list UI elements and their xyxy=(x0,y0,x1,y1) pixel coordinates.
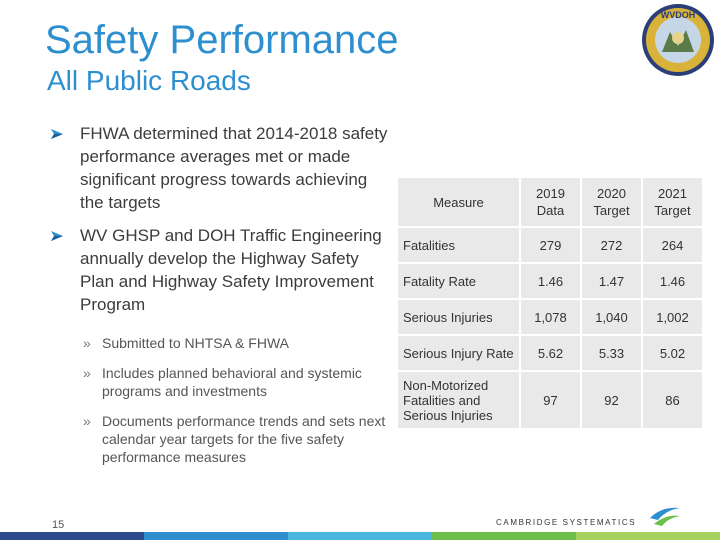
footer-color-stripe xyxy=(0,532,720,540)
value-cell: 279 xyxy=(521,228,580,262)
measure-cell: Fatalities xyxy=(398,228,519,262)
value-cell: 5.02 xyxy=(643,336,702,370)
value-cell: 272 xyxy=(582,228,641,262)
stripe-segment xyxy=(144,532,288,540)
sub-bullet-item: » Includes planned behavioral and system… xyxy=(48,364,388,400)
header-2019-data: 2019 Data xyxy=(521,178,580,226)
sub-bullet-text: Submitted to NHTSA & FHWA xyxy=(102,335,289,351)
svg-text:WVDOH: WVDOH xyxy=(661,10,696,20)
chevron-right-icon: » xyxy=(83,335,91,351)
measure-cell: Serious Injuries xyxy=(398,300,519,334)
table-header-row: Measure 2019 Data 2020 Target 2021 Targe… xyxy=(398,178,702,226)
table-row: Serious Injuries 1,078 1,040 1,002 xyxy=(398,300,702,334)
chevron-right-icon: » xyxy=(83,365,91,381)
header-measure: Measure xyxy=(398,178,519,226)
cs-swoosh-icon xyxy=(650,507,680,526)
stripe-segment xyxy=(0,532,144,540)
stripe-segment xyxy=(576,532,720,540)
page-number: 15 xyxy=(52,519,65,531)
sub-bullet-text: Documents performance trends and sets ne… xyxy=(102,413,386,465)
sub-bullet-text: Includes planned behavioral and systemic… xyxy=(102,365,362,399)
value-cell: 97 xyxy=(521,372,580,428)
bullet-item: WV GHSP and DOH Traffic Engineering annu… xyxy=(48,224,388,316)
stripe-segment xyxy=(288,532,432,540)
slide-subtitle: All Public Roads xyxy=(47,65,251,96)
value-cell: 1,002 xyxy=(643,300,702,334)
value-cell: 1.47 xyxy=(582,264,641,298)
bullet-item: FHWA determined that 2014-2018 safety pe… xyxy=(48,122,388,214)
header-2020-target: 2020 Target xyxy=(582,178,641,226)
bullet-arrow-icon xyxy=(51,231,63,241)
table-row: Fatality Rate 1.46 1.47 1.46 xyxy=(398,264,702,298)
value-cell: 86 xyxy=(643,372,702,428)
table-row: Non-Motorized Fatalities and Serious Inj… xyxy=(398,372,702,428)
table-row: Fatalities 279 272 264 xyxy=(398,228,702,262)
value-cell: 1,078 xyxy=(521,300,580,334)
measure-cell: Non-Motorized Fatalities and Serious Inj… xyxy=(398,372,519,428)
company-name: CAMBRIDGE SYSTEMATICS xyxy=(496,518,637,527)
bullet-text: FHWA determined that 2014-2018 safety pe… xyxy=(80,124,388,212)
measure-cell: Fatality Rate xyxy=(398,264,519,298)
table-row: Serious Injury Rate 5.62 5.33 5.02 xyxy=(398,336,702,370)
bullet-list: FHWA determined that 2014-2018 safety pe… xyxy=(48,122,388,478)
cambridge-systematics-logo: CAMBRIDGE SYSTEMATICS xyxy=(496,504,686,530)
value-cell: 92 xyxy=(582,372,641,428)
wvdoh-seal-logo: WVDOH xyxy=(642,4,714,76)
value-cell: 5.62 xyxy=(521,336,580,370)
value-cell: 1.46 xyxy=(643,264,702,298)
value-cell: 5.33 xyxy=(582,336,641,370)
sub-bullet-item: » Documents performance trends and sets … xyxy=(48,412,388,466)
value-cell: 264 xyxy=(643,228,702,262)
chevron-right-icon: » xyxy=(83,413,91,429)
bullet-arrow-icon xyxy=(51,129,63,139)
sub-bullet-item: » Submitted to NHTSA & FHWA xyxy=(48,334,388,352)
bullet-text: WV GHSP and DOH Traffic Engineering annu… xyxy=(80,226,382,314)
header-2021-target: 2021 Target xyxy=(643,178,702,226)
value-cell: 1,040 xyxy=(582,300,641,334)
slide-title: Safety Performance xyxy=(45,18,399,62)
safety-targets-table: Measure 2019 Data 2020 Target 2021 Targe… xyxy=(396,176,704,430)
value-cell: 1.46 xyxy=(521,264,580,298)
stripe-segment xyxy=(432,532,576,540)
measure-cell: Serious Injury Rate xyxy=(398,336,519,370)
